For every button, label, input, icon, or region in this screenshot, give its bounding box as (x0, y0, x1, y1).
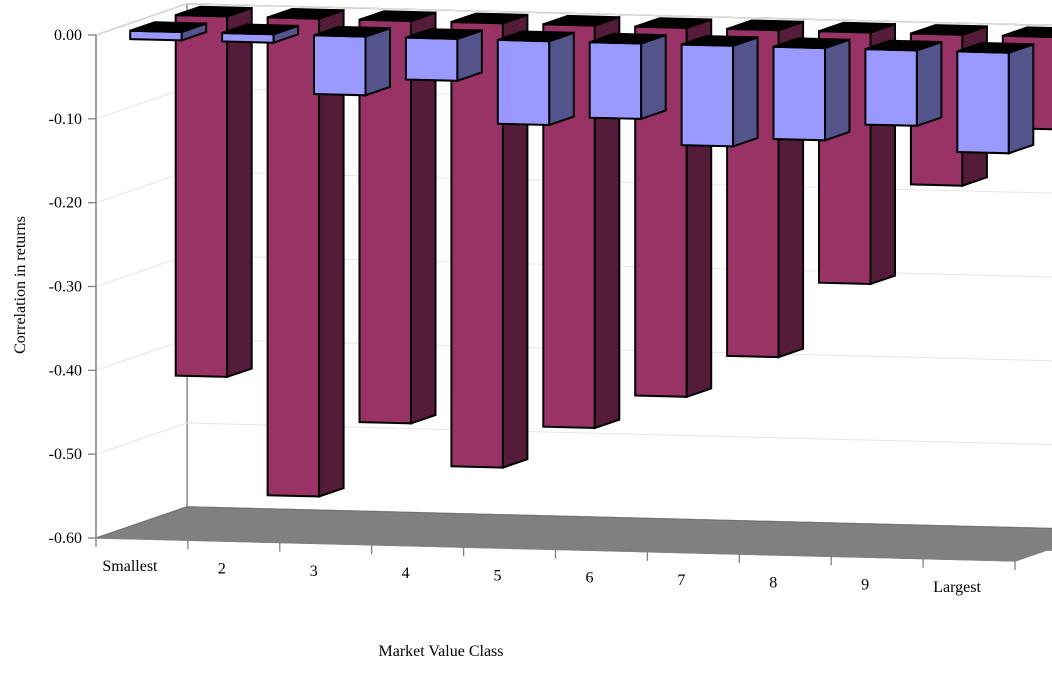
bar-5-year-2 (266, 7, 345, 498)
bar-side-face (548, 31, 575, 127)
bar-top-face (359, 10, 436, 23)
bar-5-year-5 (542, 14, 621, 430)
bar-1-year-3 (313, 25, 391, 97)
bar-1-year-2 (221, 23, 300, 45)
y-axis-title: Correlation in returns (12, 216, 29, 354)
bar-front-face (864, 48, 918, 127)
bar-side-face (640, 33, 667, 121)
x-axis-title: Market Value Class (378, 643, 503, 660)
depth-axis-line (1014, 547, 1052, 562)
bar-1-year-6 (588, 32, 667, 121)
x-axis-ticks: Smallest 2 3 4 5 6 7 8 9 Largest (95, 537, 1016, 596)
x-tick-label: Largest (933, 579, 981, 596)
bar-top-face (542, 14, 620, 27)
bar-top-face (405, 28, 483, 40)
bar-front-face (680, 43, 735, 148)
bar-top-face (451, 12, 528, 25)
bar-1-year-5 (496, 30, 575, 127)
bar-1-year-Largest (956, 41, 1035, 155)
bar-side-face (732, 36, 759, 148)
bar-front-face (772, 45, 826, 142)
x-tick-label: 8 (769, 574, 777, 591)
bar-top-face (773, 37, 850, 50)
x-tick-label: 4 (402, 565, 410, 582)
bar-top-face (865, 39, 942, 52)
bar-top-face (956, 41, 1034, 54)
bar-side-face (824, 38, 851, 142)
bar-top-face (589, 32, 667, 45)
y-tick-label: -0.20 (49, 195, 82, 212)
bar-front-face (496, 38, 551, 127)
bar-top-face (267, 7, 344, 20)
bar-side-face (364, 26, 391, 97)
bar-side-face (915, 40, 943, 128)
y-tick-label: -0.10 (49, 111, 82, 128)
x-tick-label: 7 (677, 572, 685, 589)
bar-front-face (266, 16, 321, 498)
bar-5-year-4 (450, 12, 529, 470)
x-tick-label: 2 (218, 560, 226, 577)
x-tick-label: 3 (310, 563, 318, 580)
bar-side-face (226, 6, 253, 379)
bar-top-face (910, 24, 988, 36)
x-tick-label: 6 (585, 570, 593, 587)
bar-top-face (1002, 26, 1052, 39)
bar-top-face (129, 21, 207, 34)
bar-top-face (818, 21, 896, 34)
bar-top-face (221, 23, 299, 36)
bar-1-year-8 (772, 37, 851, 142)
gridline (95, 3, 1052, 36)
bar-1-year-7 (680, 35, 759, 148)
bar-top-face (634, 17, 712, 29)
bar-front-face (450, 20, 504, 469)
bar-1-year-4 (404, 28, 483, 83)
x-tick-label: Smallest (102, 558, 158, 575)
y-tick-label: -0.40 (49, 362, 82, 379)
bar-top-face (497, 30, 575, 43)
bar-5-year-Smallest (174, 5, 253, 379)
y-tick-label: -0.50 (49, 446, 82, 463)
bar-side-face (1007, 42, 1035, 155)
bar-1-year-Smallest (129, 21, 208, 42)
gridline (95, 422, 1052, 455)
bar-top-face (681, 35, 758, 47)
bar-5-year-3 (358, 10, 437, 425)
y-tick-label: -0.60 (49, 530, 82, 547)
bar-top-face (313, 25, 391, 38)
bars (129, 5, 1052, 498)
bar-front-face (313, 34, 367, 97)
x-tick-label: 9 (861, 577, 869, 594)
bar-front-face (404, 36, 459, 82)
y-tick-label: 0.00 (54, 27, 82, 44)
bar-top-face (175, 5, 253, 18)
bar-front-face (956, 50, 1010, 155)
bar-front-face (588, 41, 643, 120)
bar-top-face (726, 19, 804, 32)
x-tick-label: 5 (494, 567, 502, 584)
y-tick-label: -0.30 (49, 279, 82, 296)
y-axis-ticks: 0.00 -0.10 -0.20 -0.30 -0.40 -0.50 -0.60 (49, 27, 97, 547)
bar-1-year-9 (864, 39, 943, 128)
bar-front-face (174, 14, 229, 378)
